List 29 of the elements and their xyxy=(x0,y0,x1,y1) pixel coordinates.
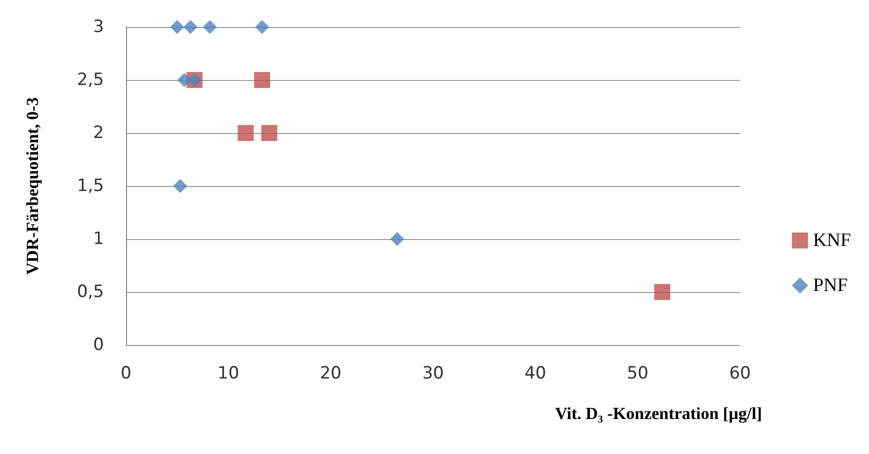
x-tick-label: 60 xyxy=(729,364,751,384)
point xyxy=(183,20,198,34)
point xyxy=(177,73,192,87)
point xyxy=(261,125,278,141)
y-tick-label: 2 xyxy=(93,123,104,143)
y-tick-label: 0 xyxy=(93,335,104,355)
y-tick-label: 0,5 xyxy=(76,282,104,302)
point xyxy=(170,20,184,34)
x-tick-label: 40 xyxy=(524,364,546,384)
point xyxy=(202,20,217,34)
y-tick-label: 3 xyxy=(93,17,104,37)
x-tick-label: 50 xyxy=(626,364,648,384)
x-tick-label: 30 xyxy=(422,364,444,384)
point xyxy=(255,20,270,34)
x-tick-label: 20 xyxy=(320,364,342,384)
point xyxy=(390,232,404,246)
y-axis-title: VDR-Färbequotient, 0-3 xyxy=(23,97,42,275)
point xyxy=(654,284,670,300)
point xyxy=(254,72,270,88)
x-tick-label: 0 xyxy=(120,364,132,384)
legend-label: PNF xyxy=(812,275,848,296)
legend-label: KNF xyxy=(812,230,852,251)
y-tick-label: 1 xyxy=(93,229,104,249)
x-axis-title: Vit. D₃ -Konzentration [µg/l] xyxy=(555,404,762,423)
point xyxy=(238,125,254,141)
point xyxy=(173,179,188,193)
y-tick-label: 1,5 xyxy=(76,176,104,196)
x-tick-label: 10 xyxy=(218,364,240,384)
y-tick-label: 2,5 xyxy=(76,70,104,90)
